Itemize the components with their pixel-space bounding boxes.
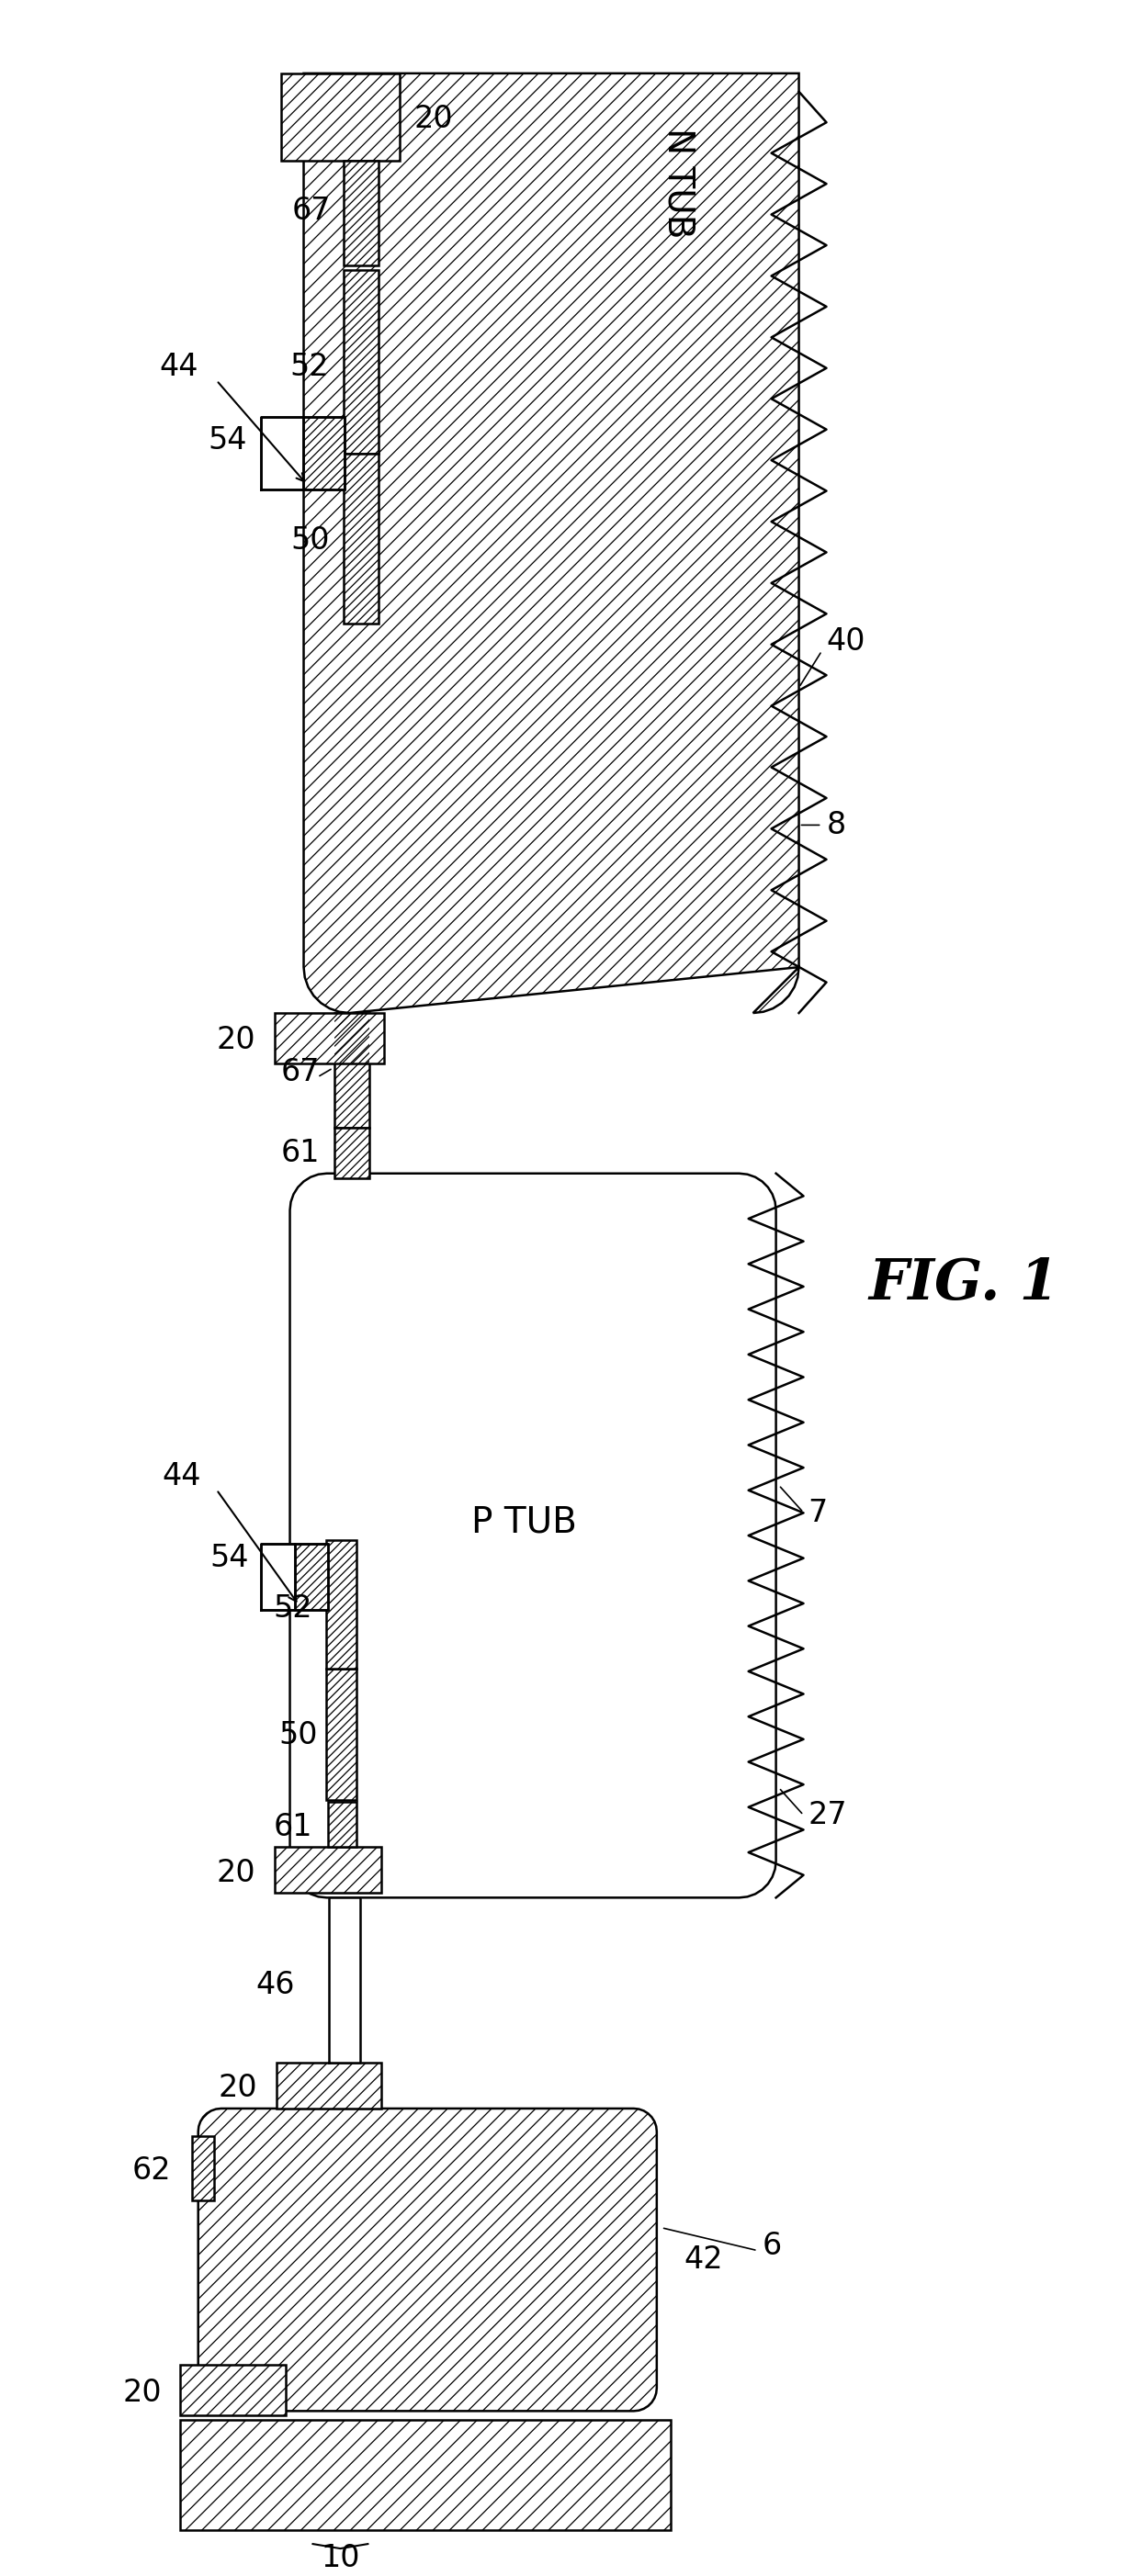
Text: 62: 62	[131, 2156, 170, 2187]
Text: 44: 44	[162, 1461, 201, 1492]
Text: 54: 54	[208, 425, 247, 456]
Polygon shape	[192, 2136, 214, 2200]
Polygon shape	[290, 1175, 775, 1899]
Text: 54: 54	[210, 1543, 249, 1574]
Polygon shape	[327, 1540, 356, 1669]
Polygon shape	[329, 1801, 356, 1847]
Polygon shape	[295, 1543, 329, 1610]
Polygon shape	[327, 1669, 356, 1801]
Text: 20: 20	[218, 2074, 258, 2105]
Text: 44: 44	[159, 350, 199, 381]
Text: 46: 46	[256, 1971, 295, 1999]
Polygon shape	[276, 2063, 381, 2110]
Text: 61: 61	[281, 1139, 320, 1170]
Text: 40: 40	[827, 626, 866, 657]
Text: 52: 52	[274, 1595, 313, 1623]
Polygon shape	[335, 1012, 370, 1128]
Text: 20: 20	[217, 1857, 256, 1888]
Text: 6: 6	[762, 2231, 782, 2262]
Polygon shape	[281, 72, 400, 160]
Text: 67: 67	[292, 196, 331, 227]
Polygon shape	[304, 72, 799, 1012]
Text: 8: 8	[827, 809, 846, 840]
Polygon shape	[274, 1847, 381, 1893]
Polygon shape	[344, 453, 379, 623]
Text: P TUB: P TUB	[471, 1504, 577, 1540]
Text: 61: 61	[274, 1811, 313, 1842]
Polygon shape	[303, 417, 345, 489]
Polygon shape	[274, 1012, 385, 1064]
Text: 20: 20	[122, 2378, 161, 2409]
Text: 20: 20	[217, 1025, 256, 1056]
Text: 52: 52	[290, 350, 329, 381]
Text: 10: 10	[321, 2543, 360, 2573]
Polygon shape	[344, 270, 379, 453]
Text: 20: 20	[413, 103, 453, 134]
Polygon shape	[179, 2421, 670, 2530]
Polygon shape	[335, 1128, 370, 1177]
Polygon shape	[179, 2365, 286, 2416]
Text: 67: 67	[281, 1056, 320, 1087]
Polygon shape	[199, 2110, 657, 2411]
Text: N TUB: N TUB	[661, 129, 697, 240]
Text: 50: 50	[290, 526, 329, 556]
Polygon shape	[344, 160, 379, 265]
Text: 42: 42	[684, 2244, 723, 2275]
Text: FIG. 1: FIG. 1	[869, 1257, 1059, 1311]
Text: 50: 50	[279, 1721, 317, 1752]
Text: 7: 7	[809, 1497, 828, 1528]
Text: 27: 27	[809, 1801, 847, 1832]
